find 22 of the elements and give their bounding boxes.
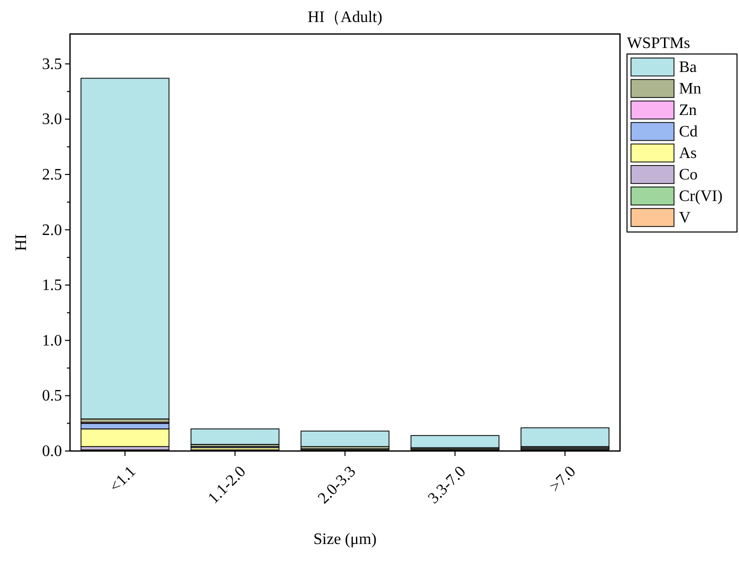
legend-label: Co — [679, 166, 698, 184]
y-tick-label: 1.0 — [42, 332, 62, 350]
legend-label: Zn — [679, 102, 697, 119]
y-tick-label: 1.5 — [42, 277, 62, 294]
y-axis-title: HI — [13, 234, 30, 251]
legend-label: Cd — [679, 124, 698, 140]
legend-label: Cr(VI) — [679, 188, 723, 205]
x-tick-label: >7.0 — [546, 463, 580, 496]
x-axis-title: Size (μm) — [313, 531, 377, 548]
y-tick-label: 2.0 — [42, 222, 62, 239]
y-tick-label: 0.0 — [42, 443, 62, 460]
chart-title: HI（Adult) — [308, 9, 382, 26]
legend-title: WSPTMs — [627, 35, 690, 52]
y-tick-label: 3.0 — [42, 111, 62, 128]
legend-label: V — [679, 210, 691, 226]
legend-label: Mn — [679, 80, 702, 98]
legend-label: Ba — [679, 59, 697, 76]
y-tick-label: 2.5 — [42, 166, 62, 184]
x-tick-label: <1.1 — [106, 463, 140, 496]
y-tick-label: 0.5 — [42, 388, 62, 405]
y-tick-label: 3.5 — [42, 56, 62, 73]
legend-label: As — [679, 145, 697, 162]
